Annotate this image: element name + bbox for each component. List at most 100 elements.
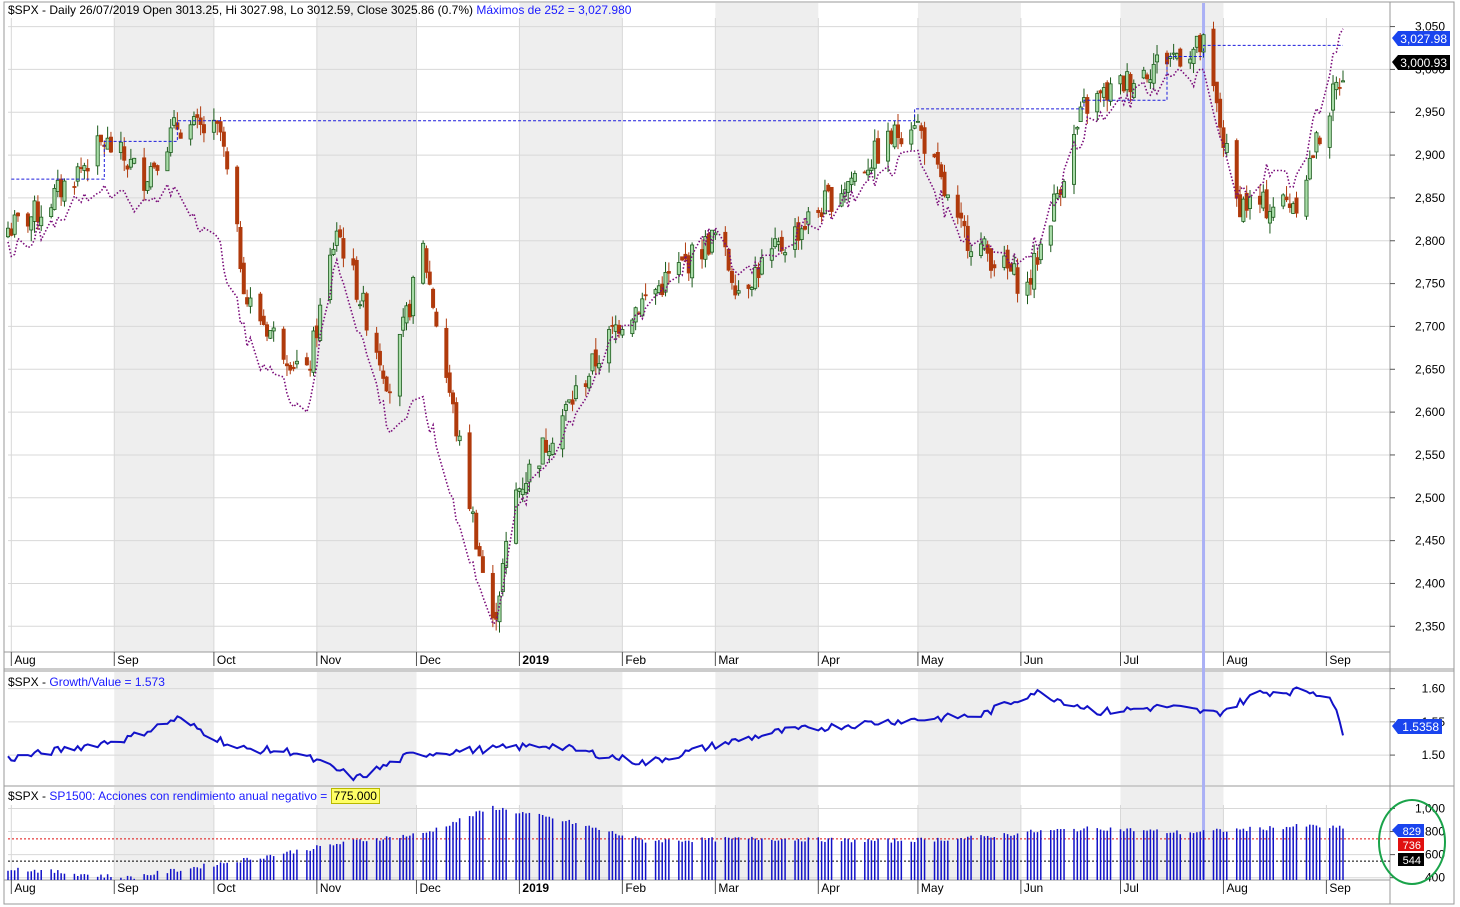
candle[interactable] xyxy=(540,437,545,465)
candle[interactable] xyxy=(1048,225,1053,253)
candle[interactable] xyxy=(450,389,455,414)
candle[interactable] xyxy=(1221,120,1226,157)
candle[interactable] xyxy=(1271,197,1276,221)
candle[interactable] xyxy=(211,108,216,140)
candle[interactable] xyxy=(122,137,127,172)
candle[interactable] xyxy=(1224,133,1229,157)
candle[interactable] xyxy=(1141,66,1146,80)
candle[interactable] xyxy=(52,184,57,211)
candle[interactable] xyxy=(291,361,296,372)
candle[interactable] xyxy=(653,287,658,305)
candle[interactable] xyxy=(886,122,891,173)
candle[interactable] xyxy=(281,326,286,365)
candle[interactable] xyxy=(490,564,495,628)
candle[interactable] xyxy=(1075,126,1080,135)
candle[interactable] xyxy=(32,195,37,233)
candle[interactable] xyxy=(427,260,432,286)
candle[interactable] xyxy=(524,472,529,496)
candle[interactable] xyxy=(421,240,426,285)
candle[interactable] xyxy=(431,287,436,310)
candle[interactable] xyxy=(364,291,369,336)
price-panel[interactable] xyxy=(6,21,1346,633)
candle[interactable] xyxy=(288,361,293,375)
candle[interactable] xyxy=(666,262,671,285)
candle[interactable] xyxy=(457,430,462,446)
candle[interactable] xyxy=(896,114,901,150)
candle[interactable] xyxy=(497,591,502,633)
candle[interactable] xyxy=(570,390,575,412)
candle[interactable] xyxy=(676,252,681,284)
candle[interactable] xyxy=(49,203,54,219)
candle[interactable] xyxy=(265,321,270,342)
candle[interactable] xyxy=(799,226,804,250)
candle[interactable] xyxy=(152,161,157,169)
candle[interactable] xyxy=(1287,193,1292,213)
candle[interactable] xyxy=(188,120,193,146)
candle[interactable] xyxy=(630,318,635,337)
candle[interactable] xyxy=(467,424,472,512)
candle[interactable] xyxy=(736,280,741,296)
candle[interactable] xyxy=(397,333,402,407)
candle[interactable] xyxy=(142,147,147,201)
candle[interactable] xyxy=(411,275,416,324)
candle[interactable] xyxy=(108,131,113,154)
candle[interactable] xyxy=(29,216,34,242)
candle[interactable] xyxy=(221,126,226,157)
candle[interactable] xyxy=(195,108,200,129)
candle[interactable] xyxy=(700,239,705,269)
candle[interactable] xyxy=(79,157,84,174)
candle[interactable] xyxy=(172,110,177,129)
candle[interactable] xyxy=(726,247,731,272)
candle[interactable] xyxy=(1108,77,1113,106)
candle[interactable] xyxy=(723,226,728,256)
candle[interactable] xyxy=(1257,185,1262,214)
candle[interactable] xyxy=(889,128,894,145)
candle[interactable] xyxy=(311,326,316,377)
candle[interactable] xyxy=(454,397,459,442)
candle[interactable] xyxy=(444,318,449,384)
candle[interactable] xyxy=(643,283,648,301)
candle[interactable] xyxy=(560,409,565,458)
candle[interactable] xyxy=(839,184,844,208)
candle[interactable] xyxy=(876,130,881,164)
candle[interactable] xyxy=(215,120,220,136)
candle[interactable] xyxy=(563,400,568,422)
candle[interactable] xyxy=(593,338,598,376)
candle[interactable] xyxy=(1015,258,1020,303)
candle[interactable] xyxy=(1307,150,1312,181)
candle[interactable] xyxy=(1341,70,1346,83)
candle[interactable] xyxy=(165,146,170,172)
candle[interactable] xyxy=(308,360,313,377)
candle[interactable] xyxy=(1311,154,1316,159)
candle[interactable] xyxy=(862,170,867,174)
candle[interactable] xyxy=(480,550,485,573)
candle[interactable] xyxy=(12,210,17,238)
candle[interactable] xyxy=(1281,193,1286,210)
candle[interactable] xyxy=(939,161,944,180)
candle[interactable] xyxy=(15,212,20,222)
max-252-line[interactable] xyxy=(11,44,1343,180)
candle[interactable] xyxy=(1317,135,1322,146)
candle[interactable] xyxy=(1085,94,1090,124)
dotted-purple-series[interactable] xyxy=(7,28,1344,625)
candle[interactable] xyxy=(358,300,363,309)
candle[interactable] xyxy=(942,164,947,198)
candle[interactable] xyxy=(1095,90,1100,122)
candle[interactable] xyxy=(401,308,406,338)
candle[interactable] xyxy=(39,205,44,232)
candle[interactable] xyxy=(703,230,708,268)
candle[interactable] xyxy=(849,171,854,193)
candle[interactable] xyxy=(945,194,950,201)
candle[interactable] xyxy=(892,120,897,150)
candle[interactable] xyxy=(1101,82,1106,107)
candle[interactable] xyxy=(434,308,439,328)
candle[interactable] xyxy=(238,221,243,273)
growth-value-line[interactable] xyxy=(7,686,1344,782)
candle[interactable] xyxy=(1241,196,1246,223)
candle[interactable] xyxy=(979,232,984,259)
candle[interactable] xyxy=(1062,179,1067,198)
candle[interactable] xyxy=(729,268,734,290)
candle[interactable] xyxy=(384,375,389,393)
candle[interactable] xyxy=(988,248,993,279)
candle[interactable] xyxy=(55,169,60,198)
